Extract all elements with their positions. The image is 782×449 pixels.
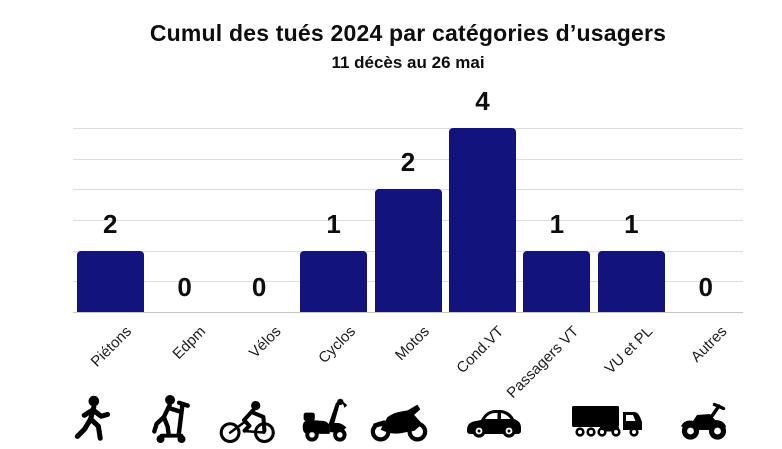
motorcycle-icon — [369, 402, 429, 442]
kick-scooter-icon — [150, 393, 192, 445]
value-label-pietons: 2 — [102, 208, 118, 239]
moped-icon — [299, 396, 351, 444]
chart-title: Cumul des tués 2024 par catégories d’usa… — [149, 20, 667, 46]
value-label-passagers-vt: 1 — [549, 208, 565, 239]
value-label-vu-et-pl: 1 — [624, 208, 639, 239]
x-axis-baseline — [73, 312, 743, 313]
value-label-cyclos: 1 — [326, 208, 341, 239]
category-label-passagers-vt: Passagers VT — [503, 323, 582, 402]
bar-pietons — [76, 250, 144, 312]
category-label-cond-vt: Cond.VT — [453, 323, 508, 377]
category-label-pietons: Piétons — [87, 323, 136, 371]
category-label-motos: Motos — [392, 323, 434, 364]
bar-cyclos — [300, 250, 368, 312]
value-label-velos: 0 — [251, 272, 267, 302]
pedestrian-icon — [70, 393, 114, 445]
value-label-cond-vt: 4 — [475, 86, 490, 116]
value-label-autres: 0 — [698, 272, 713, 302]
bar-passagers-vt — [523, 250, 591, 312]
bar-cond-vt — [448, 128, 516, 312]
truck-icon — [570, 401, 648, 441]
bar-motos — [374, 189, 442, 312]
gridline — [73, 128, 743, 129]
category-label-vu-et-pl: VU et PL — [601, 323, 657, 378]
value-label-motos: 2 — [400, 147, 416, 178]
category-label-edpm: Edpm — [169, 323, 210, 363]
chart-subtitle: 11 décès au 26 mai — [331, 53, 485, 72]
category-label-autres: Autres — [688, 323, 731, 366]
car-icon — [464, 401, 522, 439]
value-label-edpm: 0 — [177, 272, 192, 302]
quad-icon — [677, 398, 729, 442]
bar-vu-et-pl — [597, 250, 665, 312]
category-label-velos: Vélos — [245, 323, 285, 362]
bicycle-icon — [219, 400, 275, 444]
category-label-cyclos: Cyclos — [314, 323, 359, 367]
gridline — [73, 158, 743, 160]
